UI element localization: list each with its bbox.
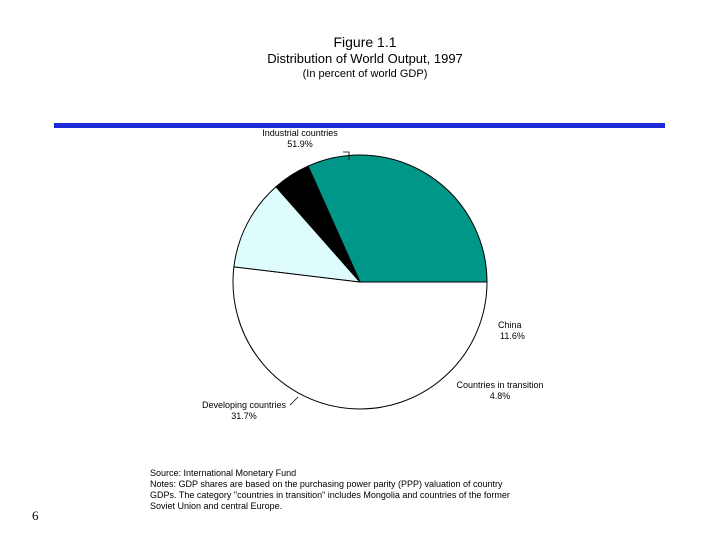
slice-value-countries-in-transition: 4.8%	[490, 391, 511, 401]
leader-line-developing-countries	[289, 396, 299, 406]
notes-line-1: Notes: GDP shares are based on the purch…	[150, 479, 503, 489]
source-notes: Source: International Monetary Fund Note…	[150, 468, 570, 512]
page-number: 6	[32, 508, 39, 523]
chart-subtitle: (In percent of world GDP)	[302, 68, 428, 80]
title-divider-rule	[54, 123, 665, 128]
chart-title-block: Figure 1.1 Distribution of World Output,…	[200, 34, 530, 82]
slice-value-industrial-countries: 51.9%	[287, 139, 313, 149]
slice-value-developing-countries: 31.7%	[231, 411, 257, 421]
pie-slice-industrial-countries	[232, 266, 488, 410]
pie-slice-developing-countries	[307, 154, 488, 283]
slice-label-developing-countries: Developing countries	[202, 400, 287, 410]
source-line: Source: International Monetary Fund	[150, 468, 297, 478]
notes-line-3: Soviet Union and central Europe.	[150, 501, 283, 511]
pie-slice-china	[233, 186, 362, 283]
slice-value-china: 11.6%	[500, 331, 525, 341]
slice-label-countries-in-transition: Countries in transition	[456, 380, 543, 390]
slice-label-china: China	[498, 320, 522, 330]
figure-number: Figure 1.1	[333, 34, 397, 50]
chart-title: Distribution of World Output, 1997	[267, 51, 463, 66]
leader-line-industrial-countries	[343, 151, 350, 160]
slice-label-industrial-countries: Industrial countries	[262, 128, 338, 138]
notes-line-2: GDPs. The category "countries in transit…	[150, 490, 510, 500]
